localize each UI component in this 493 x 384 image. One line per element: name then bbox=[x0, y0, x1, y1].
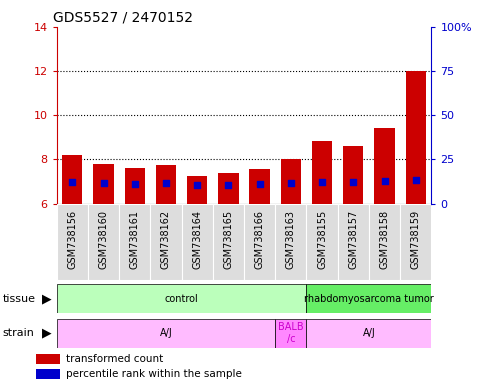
Text: GSM738164: GSM738164 bbox=[192, 210, 202, 269]
Bar bbox=[93, 164, 114, 204]
Text: control: control bbox=[165, 293, 199, 304]
Bar bbox=[312, 141, 332, 204]
Point bbox=[162, 180, 170, 187]
Bar bbox=[281, 159, 301, 204]
Bar bbox=[343, 146, 363, 204]
Text: rhabdomyosarcoma tumor: rhabdomyosarcoma tumor bbox=[304, 293, 434, 304]
Bar bbox=[218, 173, 239, 204]
Bar bbox=[275, 204, 307, 280]
Bar bbox=[156, 165, 176, 204]
Text: GSM738156: GSM738156 bbox=[68, 210, 77, 269]
Point bbox=[224, 182, 232, 188]
Bar bbox=[338, 204, 369, 280]
Text: GSM738162: GSM738162 bbox=[161, 210, 171, 269]
Bar bbox=[249, 169, 270, 204]
Bar bbox=[369, 204, 400, 280]
Text: GSM738158: GSM738158 bbox=[380, 210, 389, 269]
Bar bbox=[307, 204, 338, 280]
Text: tissue: tissue bbox=[2, 293, 35, 304]
Text: strain: strain bbox=[2, 328, 35, 338]
Text: GSM738160: GSM738160 bbox=[99, 210, 108, 269]
Bar bbox=[244, 204, 275, 280]
Bar bbox=[406, 71, 426, 204]
Bar bbox=[400, 204, 431, 280]
Point bbox=[69, 179, 76, 185]
Point bbox=[318, 179, 326, 185]
Bar bbox=[125, 168, 145, 204]
Text: GSM738161: GSM738161 bbox=[130, 210, 140, 269]
Bar bbox=[36, 354, 60, 364]
Bar bbox=[62, 155, 82, 204]
Bar bbox=[57, 319, 275, 348]
Bar bbox=[181, 204, 213, 280]
Bar bbox=[307, 284, 431, 313]
Text: GSM738155: GSM738155 bbox=[317, 210, 327, 269]
Bar bbox=[88, 204, 119, 280]
Text: ▶: ▶ bbox=[42, 292, 52, 305]
Bar bbox=[150, 204, 181, 280]
Text: percentile rank within the sample: percentile rank within the sample bbox=[66, 369, 242, 379]
Bar bbox=[36, 369, 60, 379]
Point bbox=[193, 182, 201, 189]
Bar bbox=[57, 204, 88, 280]
Text: ▶: ▶ bbox=[42, 327, 52, 339]
Point bbox=[131, 181, 139, 187]
Bar bbox=[119, 204, 150, 280]
Text: A/J: A/J bbox=[160, 328, 173, 338]
Point bbox=[256, 181, 264, 187]
Bar bbox=[187, 176, 208, 204]
Point bbox=[100, 180, 107, 187]
Bar bbox=[374, 128, 395, 204]
Point bbox=[287, 180, 295, 186]
Bar bbox=[213, 204, 244, 280]
Text: GDS5527 / 2470152: GDS5527 / 2470152 bbox=[53, 10, 193, 24]
Bar bbox=[275, 319, 307, 348]
Text: GSM738166: GSM738166 bbox=[255, 210, 265, 269]
Text: GSM738163: GSM738163 bbox=[286, 210, 296, 269]
Text: BALB
/c: BALB /c bbox=[278, 322, 304, 344]
Bar bbox=[57, 284, 307, 313]
Text: A/J: A/J bbox=[362, 328, 375, 338]
Text: GSM738159: GSM738159 bbox=[411, 210, 421, 269]
Point bbox=[350, 179, 357, 185]
Point bbox=[381, 178, 388, 184]
Point bbox=[412, 177, 420, 183]
Text: GSM738157: GSM738157 bbox=[349, 210, 358, 269]
Bar bbox=[307, 319, 431, 348]
Text: transformed count: transformed count bbox=[66, 354, 163, 364]
Text: GSM738165: GSM738165 bbox=[223, 210, 233, 269]
